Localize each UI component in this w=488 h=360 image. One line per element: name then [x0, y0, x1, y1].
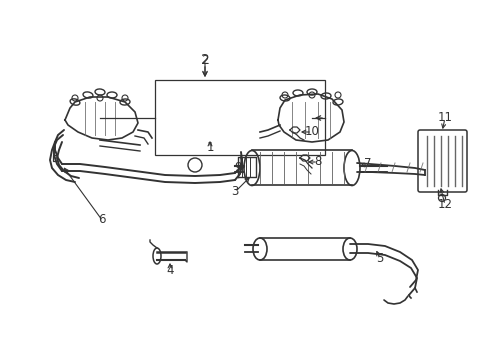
Text: 5: 5 — [376, 252, 383, 265]
Text: 3: 3 — [231, 185, 238, 198]
Text: 1: 1 — [206, 141, 213, 154]
Text: 7: 7 — [364, 157, 371, 171]
Text: 11: 11 — [437, 112, 451, 125]
Text: 10: 10 — [304, 126, 319, 139]
Bar — [155, 80, 325, 155]
Text: 4: 4 — [166, 264, 173, 276]
Text: 12: 12 — [437, 198, 451, 211]
Text: 8: 8 — [314, 156, 321, 168]
Text: 2: 2 — [200, 53, 209, 67]
Text: 9: 9 — [234, 162, 241, 175]
Text: 6: 6 — [98, 213, 105, 226]
Text: 2: 2 — [201, 54, 208, 67]
